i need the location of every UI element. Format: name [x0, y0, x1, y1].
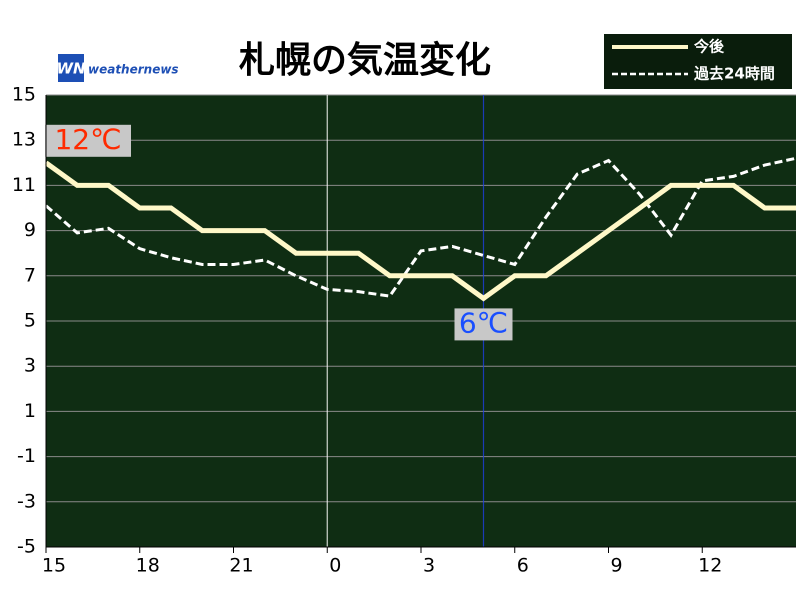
series-line [45, 156, 797, 298]
x-tick-label: 6 [517, 555, 529, 577]
x-tick-label: 21 [229, 555, 253, 577]
y-tick-label: -5 [17, 536, 36, 558]
x-tick-label: 12 [698, 555, 722, 577]
y-tick-label: 9 [24, 219, 36, 241]
y-tick-label: 1 [24, 400, 36, 422]
y-tick-label: 13 [12, 129, 36, 151]
value-label: 6℃ [459, 306, 508, 339]
y-tick-label: 3 [24, 355, 36, 377]
x-tick-label: 9 [610, 555, 622, 577]
logo-box [58, 54, 84, 82]
y-tick-label: -1 [17, 445, 36, 467]
value-label-box [45, 124, 131, 157]
x-tick-label: 18 [136, 555, 160, 577]
y-tick-label: -3 [17, 490, 36, 512]
legend-label: 過去24時間 [693, 65, 775, 83]
value-label-box [454, 308, 513, 341]
y-tick-label: 5 [24, 310, 36, 332]
legend-label: 今後 [693, 38, 725, 56]
series-line [44, 160, 796, 302]
y-tick-label: 11 [12, 174, 36, 196]
value-label: 12℃ [54, 123, 121, 156]
logo-mark: WN [56, 60, 86, 78]
x-tick-label: 15 [42, 555, 66, 577]
legend-box [602, 32, 794, 91]
x-tick-label: 0 [329, 555, 341, 577]
y-tick-label: 7 [24, 264, 36, 286]
y-tick-label: 15 [12, 84, 36, 106]
chart-title: 札幌の気温変化 [239, 39, 491, 81]
logo-text: weathernews [88, 63, 179, 77]
x-tick-label: 3 [423, 555, 435, 577]
